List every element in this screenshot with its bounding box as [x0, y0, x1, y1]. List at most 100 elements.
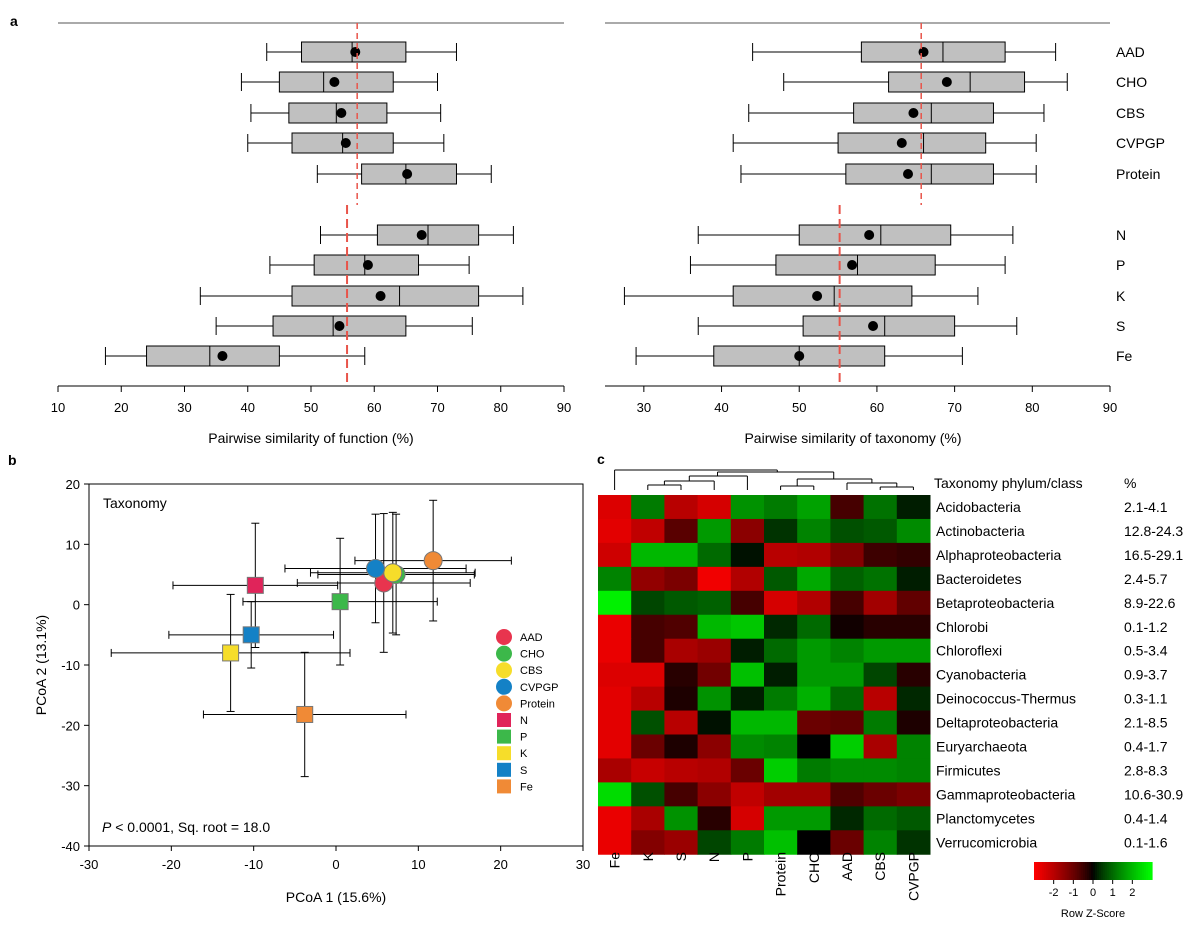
heatmap-cell-deltaproteobacteria-p	[730, 710, 765, 735]
heatmap-cell-betaproteobacteria-protein	[764, 590, 798, 616]
heatmap-col-cho: CHO	[806, 852, 822, 883]
legend-n-label: N	[520, 715, 528, 727]
colorbar-segment	[1087, 862, 1090, 880]
heatmap-pct-chlorobi: 0.1-1.2	[1124, 619, 1168, 635]
heatmap-row-chlorobi: Chlorobi	[936, 619, 988, 635]
heatmap-cell-verrucomicrobia-cho	[797, 830, 831, 855]
legend-cho-swatch	[496, 645, 512, 662]
function-aad-mean-dot	[350, 47, 361, 57]
heatmap-cell-bacteroidetes-fe	[598, 566, 632, 592]
heatmap-cell-cyanobacteria-protein	[764, 662, 798, 688]
heatmap-cell-deltaproteobacteria-n	[697, 710, 732, 735]
heatmap-cell-firmicutes-cvpgp	[896, 758, 931, 783]
heatmap-cell-gammaproteobacteria-k	[631, 782, 665, 807]
heatmap-cell-verrucomicrobia-n	[697, 830, 732, 855]
taxonomy-s-box	[802, 315, 956, 337]
colorbar-segment	[1128, 862, 1131, 880]
heatmap-row-alphaproteobacteria: Alphaproteobacteria	[936, 547, 1062, 563]
heatmap-col-aad: AAD	[839, 852, 855, 881]
legend-p-swatch	[497, 729, 511, 744]
colorbar-segment	[1126, 862, 1129, 880]
heatmap-cell-chloroflexi-cho	[797, 638, 831, 664]
heatmap-pct-deinococcus-thermus: 0.3-1.1	[1124, 691, 1168, 707]
heatmap-cell-planctomycetes-k	[631, 806, 665, 831]
taxonomy-cho-box	[888, 71, 1026, 93]
legend-cvpgp-label: CVPGP	[520, 682, 559, 694]
heatmap-cell-alphaproteobacteria-cbs	[863, 542, 898, 568]
heatmap-cell-gammaproteobacteria-fe	[598, 782, 632, 807]
taxonomy-tick-label: 40	[714, 400, 728, 415]
heatmap-cell-deltaproteobacteria-cvpgp	[896, 710, 931, 735]
colorbar-segment	[1148, 862, 1151, 880]
pcoa-cvpgp-marker	[366, 558, 386, 578]
taxonomy-cbs-mean-dot	[908, 108, 919, 118]
pcoa-y-tick-label: 20	[66, 477, 80, 492]
heatmap-cell-deinococcus-thermus-cho	[797, 686, 831, 712]
legend-aad-swatch	[496, 629, 512, 645]
pcoa-y-tick-label: -20	[61, 718, 80, 733]
heatmap-pct-gammaproteobacteria: 10.6-30.9	[1124, 786, 1183, 802]
heatmap-cell-bacteroidetes-p	[730, 566, 765, 592]
legend-k-label: K	[520, 748, 528, 760]
colorbar-segment	[1112, 862, 1116, 880]
heatmap-cell-bacteroidetes-cvpgp	[896, 566, 931, 592]
taxonomy-tick-label: 80	[1025, 400, 1039, 415]
heatmap-cell-betaproteobacteria-p	[730, 590, 765, 616]
heatmap-row-bacteroidetes: Bacteroidetes	[936, 571, 1022, 587]
colorbar-segment	[1081, 862, 1084, 880]
colorbar-tick-label: 2	[1129, 887, 1135, 899]
heatmap-header-phylum: Taxonomy phylum/class	[934, 475, 1083, 491]
heatmap-col-fe: Fe	[607, 852, 623, 869]
function-tick-label: 30	[177, 400, 191, 415]
category-label-fe: Fe	[1116, 348, 1133, 364]
heatmap-cell-chlorobi-cvpgp	[896, 614, 931, 640]
colorbar-segment	[1146, 862, 1149, 880]
heatmap-row-verrucomicrobia: Verrucomicrobia	[936, 834, 1037, 850]
heatmap-cell-acidobacteria-n	[697, 495, 732, 520]
heatmap-cell-euryarchaeota-k	[631, 734, 665, 759]
heatmap-col-k: K	[640, 851, 656, 861]
heatmap-cell-planctomycetes-p	[730, 806, 765, 831]
heatmap-cell-actinobacteria-cbs	[863, 518, 898, 544]
heatmap-cell-gammaproteobacteria-n	[697, 782, 732, 807]
heatmap-cell-betaproteobacteria-aad	[830, 590, 865, 616]
heatmap-cell-acidobacteria-k	[631, 495, 665, 520]
colorbar-segment	[1114, 862, 1118, 880]
pcoa-title: Taxonomy	[103, 495, 167, 511]
heatmap-cell-euryarchaeota-n	[697, 734, 732, 759]
heatmap-cell-chlorobi-aad	[830, 614, 865, 640]
colorbar-segment	[1075, 862, 1078, 880]
pcoa-s-marker	[242, 626, 260, 644]
heatmap-cell-euryarchaeota-aad	[830, 734, 865, 759]
colorbar-segment	[1039, 862, 1043, 880]
legend-cbs-swatch	[496, 662, 512, 679]
heatmap-cell-alphaproteobacteria-k	[631, 542, 665, 568]
function-tick-label: 40	[241, 400, 255, 415]
function-cvpgp-mean-dot	[340, 138, 351, 148]
function-protein-mean-dot	[402, 169, 413, 179]
heatmap-cell-chloroflexi-k	[631, 638, 665, 664]
taxonomy-tick-label: 90	[1103, 400, 1117, 415]
heatmap-cell-deltaproteobacteria-protein	[764, 710, 798, 735]
legend-n-swatch	[497, 713, 511, 727]
colorbar-tick-label: -2	[1049, 887, 1059, 899]
heatmap-pct-alphaproteobacteria: 16.5-29.1	[1124, 547, 1183, 563]
heatmap-row-euryarchaeota: Euryarchaeota	[936, 739, 1027, 755]
heatmap-cell-planctomycetes-cvpgp	[896, 806, 931, 831]
heatmap-row-planctomycetes: Planctomycetes	[936, 810, 1035, 826]
colorbar-segment	[1118, 862, 1122, 880]
column-dendrogram	[614, 469, 914, 490]
heatmap-cell-firmicutes-s	[664, 758, 699, 783]
heatmap-cell-planctomycetes-cbs	[863, 806, 898, 831]
heatmap-cell-chlorobi-protein	[764, 614, 798, 640]
heatmap-cell-bacteroidetes-cbs	[863, 566, 898, 592]
heatmap-cell-chloroflexi-aad	[830, 638, 865, 664]
legend-p-label: P	[520, 732, 527, 744]
function-tick-label: 20	[114, 400, 128, 415]
heatmap-cell-acidobacteria-p	[730, 495, 765, 520]
heatmap-cell-planctomycetes-cho	[797, 806, 831, 831]
colorbar-segment	[1047, 862, 1051, 880]
heatmap-cell-deinococcus-thermus-cbs	[863, 686, 898, 712]
heatmap-cell-planctomycetes-n	[697, 806, 732, 831]
heatmap-cell-gammaproteobacteria-cvpgp	[896, 782, 931, 807]
